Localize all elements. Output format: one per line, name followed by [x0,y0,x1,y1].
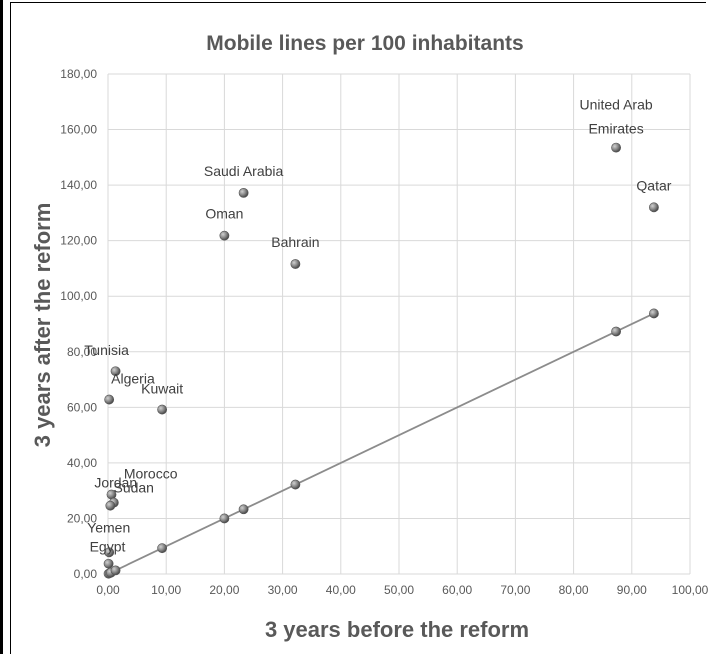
x-tick-label: 100,00 [672,583,708,597]
x-axis-title: 3 years before the reform [265,617,529,642]
point-label: Bahrain [271,234,319,250]
data-point [104,394,115,405]
x-tick-label: 80,00 [559,583,589,597]
data-point [611,142,621,153]
y-tick-label: 60,00 [67,400,97,414]
data-point [105,500,116,511]
chart-title: Mobile lines per 100 inhabitants [206,32,523,55]
data-point [219,230,230,241]
data-point [611,326,621,337]
y-tick-label: 20,00 [67,511,97,525]
data-point [238,187,249,198]
points [103,142,659,579]
x-tick-label: 30,00 [268,583,298,597]
x-tick-label: 0,00 [96,583,120,597]
data-point [290,479,301,490]
point-label: Morocco [124,466,178,482]
data-point [103,558,114,569]
point-label: Jordan [94,475,137,491]
chart-frame [10,2,706,654]
data-point [157,543,168,554]
grid [107,73,691,575]
x-tick-label: 40,00 [326,583,356,597]
y-tick-label: 140,00 [60,178,97,192]
data-point [110,565,121,576]
point-label: Oman [205,206,243,222]
point-label: United Arab Emirates [580,97,653,137]
point-label: Yemen [87,519,130,535]
data-point [104,547,115,558]
data-point [649,308,659,319]
x-tick-label: 70,00 [500,583,530,597]
point-label: Qatar [636,177,671,193]
x-tick-label: 60,00 [442,583,472,597]
tick-labels: 0,00 10,00 20,00 30,00 40,00 50,00 60,00 70,00 8… [60,67,708,597]
data-point [238,504,249,515]
y-axis-title: 3 years after the reform [30,203,55,448]
y-tick-label: 40,00 [67,456,97,470]
data-point [290,259,301,269]
y-tick-label: 180,00 [60,67,97,81]
point-label: Kuwait [141,381,183,397]
point-label: Algeria [111,371,155,387]
point-labels: United Arab Emirates Qatar Saudi Arabia Oman… [84,97,672,555]
y-tick-label: 0,00 [74,567,98,581]
point-label: Egypt [90,539,126,555]
data-point [649,202,659,213]
point-label: Tunisia [84,342,129,358]
x-tick-label: 20,00 [209,583,239,597]
y-tick-label: 80,00 [67,345,97,359]
x-tick-label: 50,00 [384,583,414,597]
reference-line [107,312,655,575]
point-label: Saudi Arabia [204,163,284,179]
data-point [157,404,168,415]
y-tick-label: 160,00 [60,123,97,137]
data-point [219,513,230,524]
y-tick-label: 120,00 [60,234,97,248]
reference-line-layer [107,312,655,575]
x-tick-label: 90,00 [617,583,647,597]
x-tick-label: 10,00 [151,583,181,597]
y-tick-label: 100,00 [60,289,97,303]
data-point [110,366,121,377]
point-label: Sudan [113,480,153,496]
